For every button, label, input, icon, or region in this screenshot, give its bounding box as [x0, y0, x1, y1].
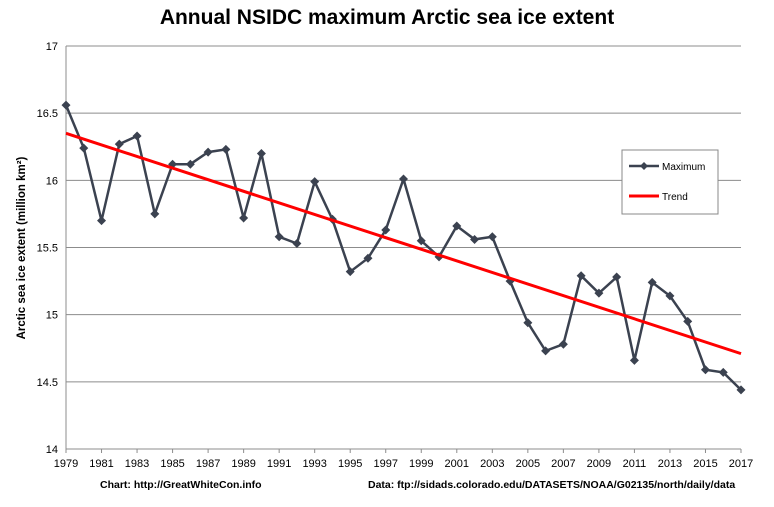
x-tick-label: 1997	[373, 458, 397, 470]
x-tick-label: 2017	[729, 458, 753, 470]
y-tick-label: 16	[46, 175, 58, 187]
data-point-1981	[97, 216, 107, 226]
data-point-2009	[594, 288, 604, 298]
data-point-1984	[150, 209, 160, 219]
x-tick-label: 1991	[267, 458, 291, 470]
x-tick-label: 2001	[445, 458, 469, 470]
data-point-1991	[274, 232, 284, 242]
data-point-2007	[558, 339, 568, 349]
data-point-1983	[132, 131, 142, 141]
x-tick-label: 2005	[516, 458, 540, 470]
x-tick-label: 1995	[338, 458, 362, 470]
legend: Maximum Trend	[621, 149, 719, 215]
x-tick-label: 2013	[658, 458, 682, 470]
legend-box	[621, 149, 719, 215]
y-tick-label: 16.5	[37, 108, 58, 120]
x-tick-label: 1983	[125, 458, 149, 470]
x-tick-label: 1981	[89, 458, 113, 470]
x-tick-label: 1979	[54, 458, 78, 470]
data-point-2017	[736, 385, 746, 395]
data-point-2005	[523, 318, 533, 328]
y-axis: 14 14.5 15 15.5 16 16.5 17	[37, 41, 67, 456]
x-tick-label: 2007	[551, 458, 575, 470]
data-point-1995	[345, 267, 355, 277]
series-line-trend	[65, 131, 742, 356]
chart-title: Annual NSIDC maximum Arctic sea ice exte…	[159, 6, 615, 29]
data-point-1992	[292, 238, 302, 248]
data-point-1999	[416, 236, 426, 246]
chart-credit: Chart: http://GreatWhiteCon.info	[100, 479, 262, 491]
y-tick-label: 17	[46, 41, 58, 53]
data-point-2011	[629, 355, 639, 365]
y-tick-label: 15.5	[37, 243, 58, 255]
x-tick-label: 1999	[409, 458, 433, 470]
data-point-2003	[487, 232, 497, 242]
data-point-2006	[541, 346, 551, 356]
x-tick-label: 2009	[587, 458, 611, 470]
data-point-1987	[203, 147, 213, 157]
data-point-1997	[381, 225, 391, 235]
data-point-1982	[114, 139, 124, 149]
data-point-2010	[612, 272, 622, 282]
legend-marker-maximum	[640, 162, 648, 170]
data-point-1980	[79, 143, 89, 153]
data-point-2012	[647, 277, 657, 287]
data-point-1998	[399, 174, 408, 184]
x-tick-label: 2015	[693, 458, 717, 470]
data-point-1986	[185, 159, 195, 169]
data-point-2016	[718, 367, 728, 377]
data-point-1988	[221, 144, 231, 154]
y-tick-label: 15	[46, 310, 58, 322]
grid-lines	[66, 45, 741, 450]
y-tick-label: 14	[46, 444, 58, 456]
data-source: Data: ftp://sidads.colorado.edu/DATASETS…	[368, 479, 736, 491]
data-point-1993	[310, 177, 320, 187]
legend-label-maximum: Maximum	[662, 162, 705, 173]
y-axis-label: Arctic sea ice extent (million km²)	[16, 156, 28, 339]
x-axis: 1979 1981 1983 1985 1987 1989 1991 1993 1995 1997…	[54, 449, 753, 470]
data-point-2001	[452, 221, 462, 231]
x-tick-label: 1987	[196, 458, 220, 470]
data-point-2014	[683, 316, 693, 326]
x-tick-label: 2003	[480, 458, 504, 470]
series-markers-maximum	[61, 100, 746, 395]
data-point-2002	[470, 234, 480, 244]
x-tick-label: 2011	[623, 458, 647, 470]
data-point-2013	[665, 291, 675, 301]
x-tick-label: 1989	[231, 458, 255, 470]
y-tick-label: 14.5	[37, 377, 58, 389]
data-point-1990	[256, 148, 266, 158]
data-point-2015	[700, 365, 710, 375]
x-tick-label: 1993	[302, 458, 326, 470]
data-point-1979	[61, 100, 71, 110]
data-point-1989	[239, 213, 249, 223]
data-point-2008	[576, 271, 586, 281]
data-point-1996	[363, 253, 373, 263]
x-tick-label: 1985	[160, 458, 184, 470]
legend-label-trend: Trend	[662, 192, 688, 203]
